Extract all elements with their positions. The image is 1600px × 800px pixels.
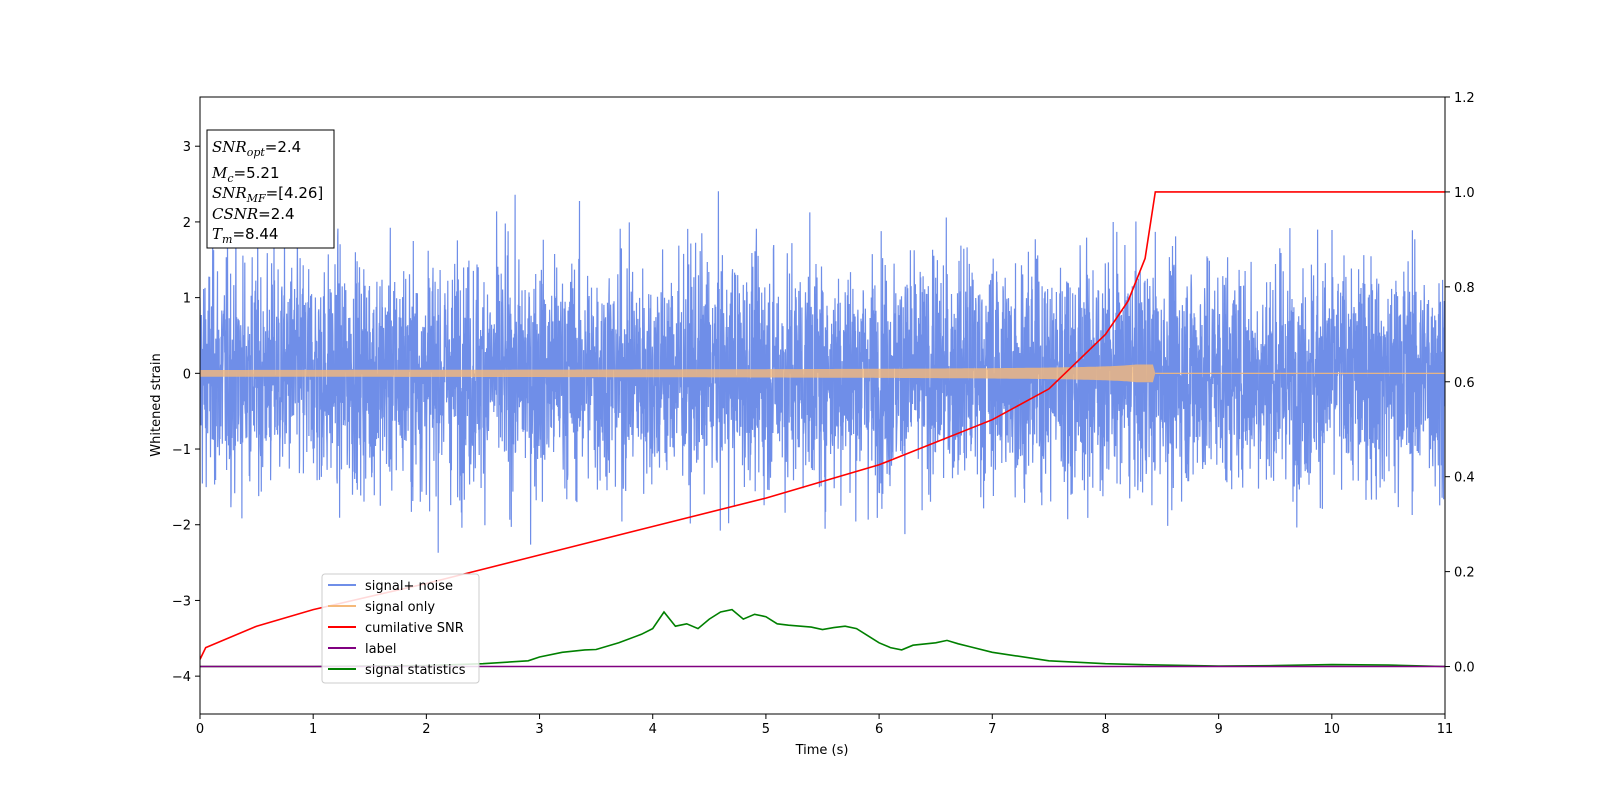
signal-only-series [200, 364, 1445, 383]
y-left-tick-label: −3 [172, 594, 191, 609]
annotation-tm: Tm=8.44 [212, 225, 278, 246]
annotation-csnr: CSNR=2.4 [212, 205, 295, 223]
y-left-tick-label: −4 [172, 670, 191, 685]
y-right-tick-label: 0.2 [1454, 566, 1475, 581]
y-left-tick-label: 1 [183, 292, 191, 307]
x-tick-label: 1 [309, 722, 317, 737]
y-left-tick-label: −2 [172, 519, 191, 534]
annotation-mc: Mc=5.21 [211, 164, 280, 185]
x-tick-label: 3 [535, 722, 543, 737]
y-right-tick-label: 0.6 [1454, 376, 1475, 391]
y-right-tick-label: 1.2 [1454, 91, 1475, 106]
y-right-tick-label: 0.0 [1454, 661, 1475, 676]
legend-label: signal statistics [365, 663, 466, 678]
y-right-axis-ticks: 0.0 0.2 0.4 0.6 0.8 1.0 1.2 [1445, 91, 1475, 676]
x-tick-label: 7 [988, 722, 996, 737]
x-tick-label: 0 [196, 722, 204, 737]
series-line-signal-statistics [200, 608, 1445, 668]
plot-frame [199, 96, 1446, 715]
series-line-cumilative-snr [200, 191, 1445, 660]
y-left-tick-label: 3 [183, 140, 191, 155]
y-axis-label: Whitened strain [149, 353, 164, 456]
x-tick-label: 9 [1214, 722, 1222, 737]
x-tick-label: 4 [649, 722, 657, 737]
legend-label: cumilative SNR [365, 621, 464, 636]
legend: signal+ noise signal only cumilative SNR la… [321, 573, 480, 684]
x-tick-label: 5 [762, 722, 770, 737]
x-tick-label: 6 [875, 722, 883, 737]
x-tick-label: 11 [1437, 722, 1454, 737]
x-tick-label: 10 [1324, 722, 1341, 737]
annotation-box: SNRopt=2.4 Mc=5.21 SNRMF=[4.26] CSNR=2.4… [206, 129, 335, 249]
legend-label: signal+ noise [365, 579, 453, 594]
annotation-snr-mf: SNRMF=[4.26] [212, 184, 323, 205]
x-tick-label: 2 [422, 722, 430, 737]
y-right-tick-label: 0.4 [1454, 471, 1475, 486]
signal-noise-series [200, 191, 1445, 553]
signal-only-envelope [200, 364, 1156, 383]
annotation-snr-opt: SNRopt=2.4 [212, 138, 301, 159]
y-left-axis-ticks: −4 −3 −2 −1 0 1 2 3 [172, 140, 200, 685]
y-left-tick-label: 0 [183, 367, 191, 382]
x-axis-label: Time (s) [795, 743, 849, 758]
signal-noise-line [200, 191, 1445, 553]
y-right-tick-label: 0.8 [1454, 281, 1475, 296]
y-left-tick-label: 2 [183, 216, 191, 231]
legend-label: label [365, 642, 396, 657]
legend-label: signal only [365, 600, 435, 615]
x-axis-ticks: 0 1 2 3 4 5 6 7 8 9 10 11 [196, 714, 1453, 737]
y-left-tick-label: −1 [172, 443, 191, 458]
y-right-tick-label: 1.0 [1454, 186, 1475, 201]
x-tick-label: 8 [1101, 722, 1109, 737]
